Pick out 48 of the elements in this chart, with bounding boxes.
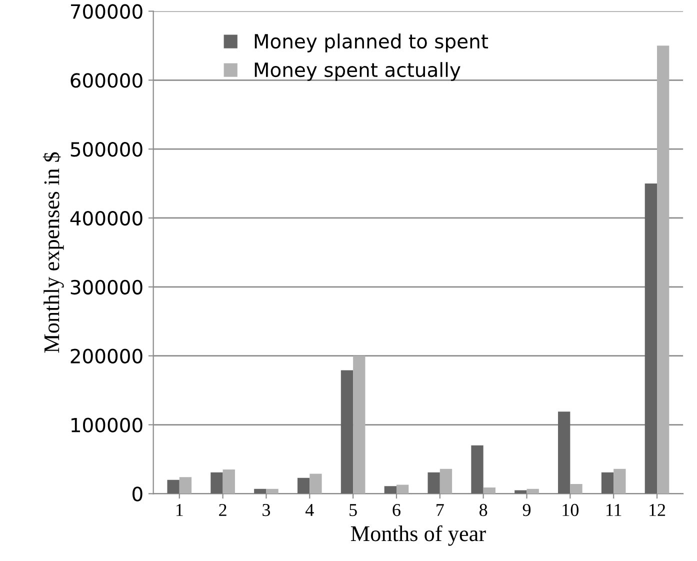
legend-label: Money planned to spent xyxy=(254,34,488,52)
y-tick-label: 200000 xyxy=(70,348,142,364)
bar xyxy=(179,477,192,494)
bar xyxy=(297,478,310,494)
bar xyxy=(353,356,366,494)
y-tick-label: 500000 xyxy=(70,142,142,157)
bar xyxy=(396,484,409,494)
y-tick-label: 300000 xyxy=(70,280,142,295)
x-axis-title: Months of year xyxy=(350,525,486,546)
x-tick-label: 6 xyxy=(392,504,400,516)
bar xyxy=(384,486,396,494)
bar xyxy=(570,484,582,494)
y-tick-label: 600000 xyxy=(70,73,142,88)
x-tick-label: 3 xyxy=(262,504,270,516)
bar xyxy=(222,470,235,494)
bar xyxy=(266,488,278,494)
legend-label: Money spent actually xyxy=(254,62,460,81)
bar xyxy=(483,487,496,494)
x-tick-label: 12 xyxy=(650,504,666,516)
x-tick-label: 2 xyxy=(219,504,226,516)
x-tick-label: 5 xyxy=(350,504,357,516)
x-tick-label: 7 xyxy=(436,504,444,516)
y-tick-label: 700000 xyxy=(70,4,142,19)
y-tick-label: 400000 xyxy=(70,210,142,226)
bar xyxy=(601,472,614,494)
bar xyxy=(310,474,322,494)
bar xyxy=(526,488,539,494)
bar xyxy=(644,184,658,494)
bar xyxy=(167,480,180,494)
bar xyxy=(440,468,452,494)
x-tick-label: 11 xyxy=(606,504,622,516)
bar xyxy=(558,412,570,494)
y-axis-title: Monthly expenses in $ xyxy=(42,152,64,353)
x-tick-label: 8 xyxy=(480,504,488,516)
bar xyxy=(514,490,527,494)
bar xyxy=(254,488,266,494)
x-tick-label: 10 xyxy=(562,504,579,516)
bar xyxy=(428,472,440,494)
x-tick-label: 9 xyxy=(522,504,531,516)
bar xyxy=(210,472,223,494)
x-tick-label: 4 xyxy=(305,504,314,516)
bar xyxy=(614,468,626,494)
bar xyxy=(471,445,484,494)
y-tick-label: 100000 xyxy=(72,418,142,432)
x-tick-label: 1 xyxy=(176,504,183,516)
bar xyxy=(340,370,354,494)
y-tick-label: 0 xyxy=(132,486,142,502)
bar xyxy=(657,46,670,494)
